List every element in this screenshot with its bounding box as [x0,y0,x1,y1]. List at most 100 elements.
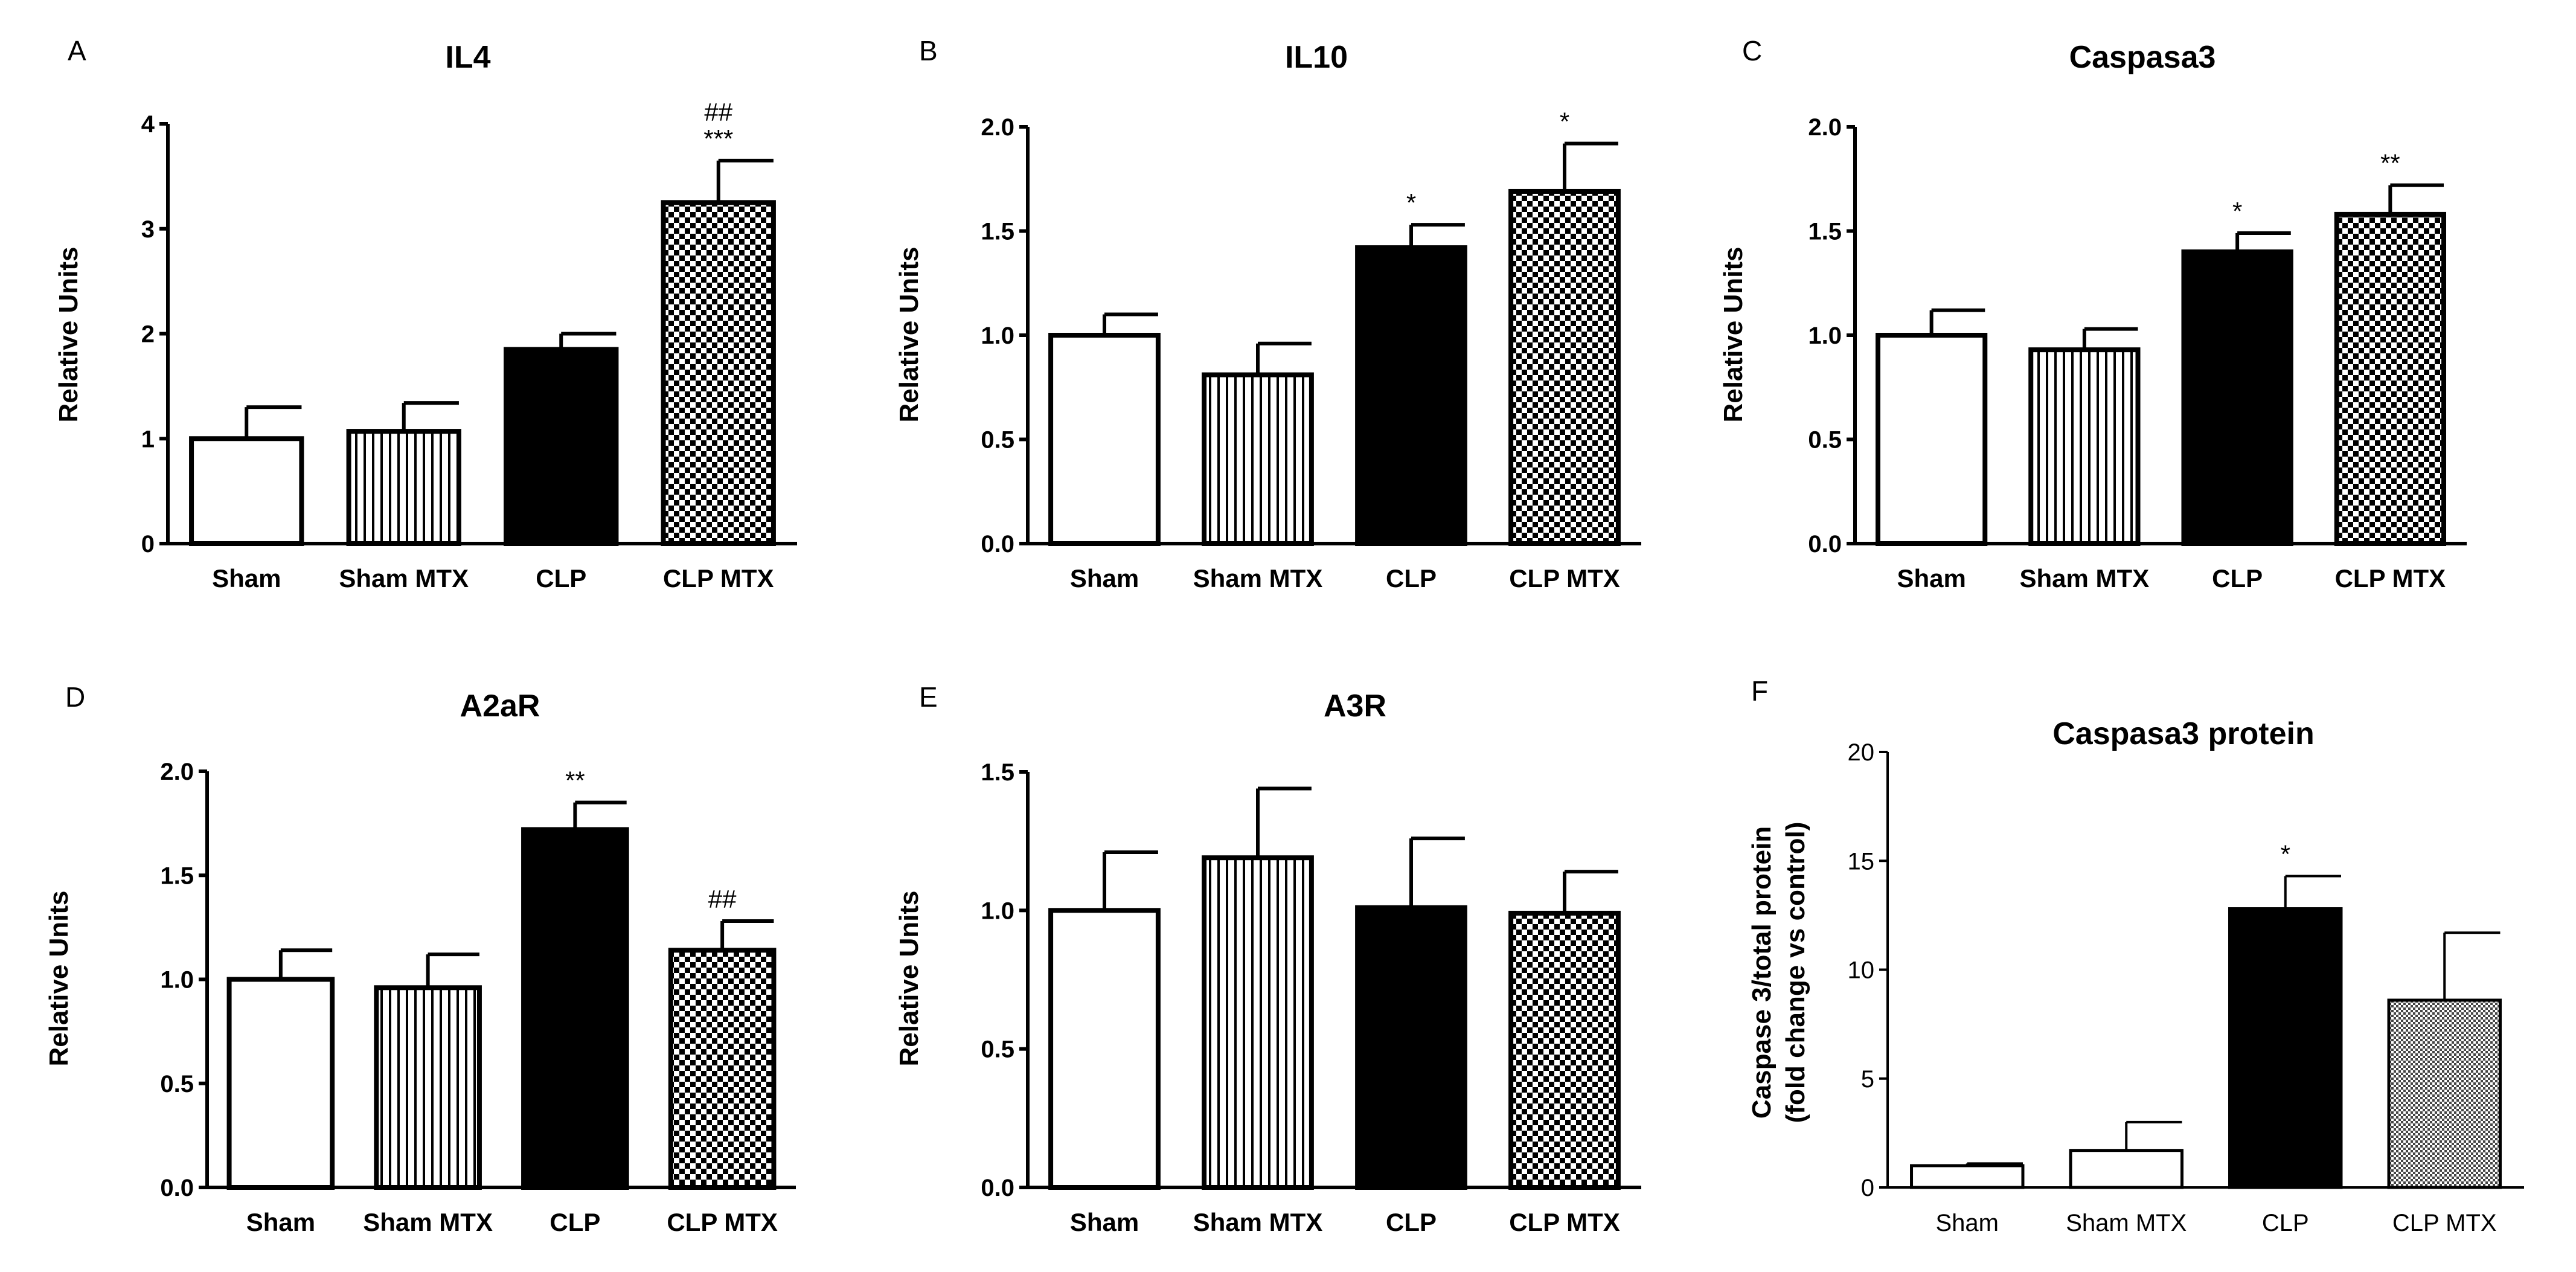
y-tick-label: 0.0 [981,531,1014,557]
y-tick-label: 1.5 [1808,219,1842,245]
y-axis-label: Relative Units [1719,247,1748,423]
panel-letter: D [65,681,85,713]
plot-area: 0.0 0.5 1.0 1.5 2.0 Sham Sham MTX CLP * CLP MTX * [981,108,1641,593]
chart-title: Caspasa3 protein [2052,716,2315,751]
y-tick-label: 2 [141,321,155,348]
bar-clp-mtx [668,948,777,1190]
significance-marker: ** [2380,149,2400,178]
significance-marker: * [2281,840,2290,868]
y-tick-label: 1.0 [981,323,1014,349]
significance-marker: ## [708,885,737,913]
x-tick-label: Sham [1936,1210,1999,1236]
bar-sham [1910,1164,2025,1189]
significance-marker: ## [704,98,732,126]
bar-sham [1048,908,1161,1190]
y-tick-label: 0.5 [1808,427,1842,454]
panel-a: A IL4 Relative Units 0 1 2 3 4 Sham Sham MTX CL… [54,35,797,593]
chart-title: Caspasa3 [2069,40,2216,75]
bar-sham [1048,333,1161,546]
x-tick-label: Sham MTX [2020,564,2150,593]
y-tick-label: 2.0 [981,114,1014,141]
x-tick-label: CLP MTX [1509,564,1620,593]
bar-clp [2228,907,2343,1189]
panel-letter: F [1751,675,1768,707]
bar-sham-mtx [2028,347,2141,547]
y-tick-label: 10 [1848,957,1875,984]
bar-sham-mtx [346,429,461,547]
bar-sham [1875,333,1988,546]
y-tick-label: 1.5 [160,862,194,889]
x-tick-label: Sham MTX [1193,564,1323,593]
significance-marker: * [1560,108,1569,136]
x-tick-label: Sham MTX [363,1208,493,1236]
y-tick-label: 20 [1848,739,1875,766]
y-axis-label: Relative Units [54,247,83,423]
y-tick-label: 0 [1861,1175,1874,1201]
y-axis-label: Relative Units [44,891,74,1067]
bar-clp-mtx [1508,910,1621,1190]
y-tick-label: 4 [141,111,155,138]
y-tick-label: 2.0 [1808,114,1842,141]
bar-sham-mtx [1202,855,1314,1190]
plot-area: 0 1 2 3 4 Sham Sham MTX CLP CLP MTX ***## [141,98,797,593]
x-tick-label: Sham [1070,564,1139,593]
panel-f: F Caspasa3 protein Caspase 3/total prote… [1747,675,2524,1236]
x-tick-label: CLP [2262,1210,2309,1236]
panel-c: C Caspasa3 Relative Units 0.0 0.5 1.0 1.5 2.… [1719,35,2467,593]
bar-clp [1355,245,1467,546]
panel-d: D A2aR Relative Units 0.0 0.5 1.0 1.5 2.0 Sha… [44,681,796,1236]
x-tick-label: Sham MTX [2066,1210,2187,1236]
significance-marker: ** [565,766,585,795]
x-tick-label: CLP [536,564,586,593]
y-tick-label: 0.0 [160,1175,194,1201]
y-tick-label: 2.0 [160,759,194,785]
panel-letter: B [919,35,938,66]
x-tick-label: CLP MTX [667,1208,778,1236]
chart-title: A2aR [460,689,540,724]
x-tick-label: CLP [1386,564,1437,593]
y-axis-label: Relative Units [894,247,924,423]
plot-area: 0.0 0.5 1.0 1.5 2.0 Sham Sham MTX CLP ** CLP MTX #… [160,759,796,1236]
x-tick-label: CLP MTX [663,564,774,593]
bar-clp-mtx [2334,211,2447,546]
y-tick-label: 0.5 [981,427,1014,454]
y-tick-label: 1.0 [160,967,194,994]
x-tick-label: Sham [1897,564,1966,593]
bar-sham [189,436,304,546]
y-tick-label: 0 [141,531,155,557]
x-tick-label: CLP [1386,1208,1437,1236]
bar-clp [521,827,629,1190]
significance-marker: * [1406,188,1416,217]
x-tick-label: Sham [212,564,281,593]
bar-clp [2181,249,2293,546]
y-axis-label: Caspase 3/total protein [1747,826,1777,1119]
y-tick-label: 0.5 [981,1036,1014,1063]
chart-title: IL10 [1285,40,1348,75]
y-tick-label: 0.0 [1808,531,1842,557]
bar-clp-mtx [2387,998,2502,1189]
plot-area: 0 5 10 15 20 Sham Sham MTX CLP * CLP MTX [1848,739,2524,1236]
y-tick-label: 0.0 [981,1175,1014,1201]
chart-title: A3R [1324,689,1386,724]
plot-area: 0.0 0.5 1.0 1.5 2.0 Sham Sham MTX CLP * CLP MTX ** [1808,114,2467,593]
y-tick-label: 3 [141,216,155,243]
x-tick-label: CLP MTX [2392,1210,2497,1236]
plot-area: 0.0 0.5 1.0 1.5 Sham Sham MTX CLP CLP MTX [981,759,1641,1236]
y-tick-label: 5 [1861,1066,1874,1093]
y-tick-label: 0.5 [160,1071,194,1097]
panel-letter: C [1742,35,1762,66]
y-axis-label: Relative Units [894,891,924,1067]
x-tick-label: CLP MTX [2335,564,2446,593]
x-tick-label: Sham [1070,1208,1139,1236]
x-tick-label: Sham MTX [339,564,469,593]
y-tick-label: 15 [1848,848,1875,875]
y-axis-label-sub: (fold change vs control) [1781,822,1810,1123]
bar-sham-mtx [374,985,482,1190]
panel-letter: A [68,35,86,66]
panel-b: B IL10 Relative Units 0.0 0.5 1.0 1.5 2.0 Sha… [894,35,1641,593]
panel-letter: E [919,681,938,713]
x-tick-label: Sham MTX [1193,1208,1323,1236]
bar-clp [504,347,619,546]
x-tick-label: CLP MTX [1509,1208,1620,1236]
y-tick-label: 1 [141,426,155,452]
